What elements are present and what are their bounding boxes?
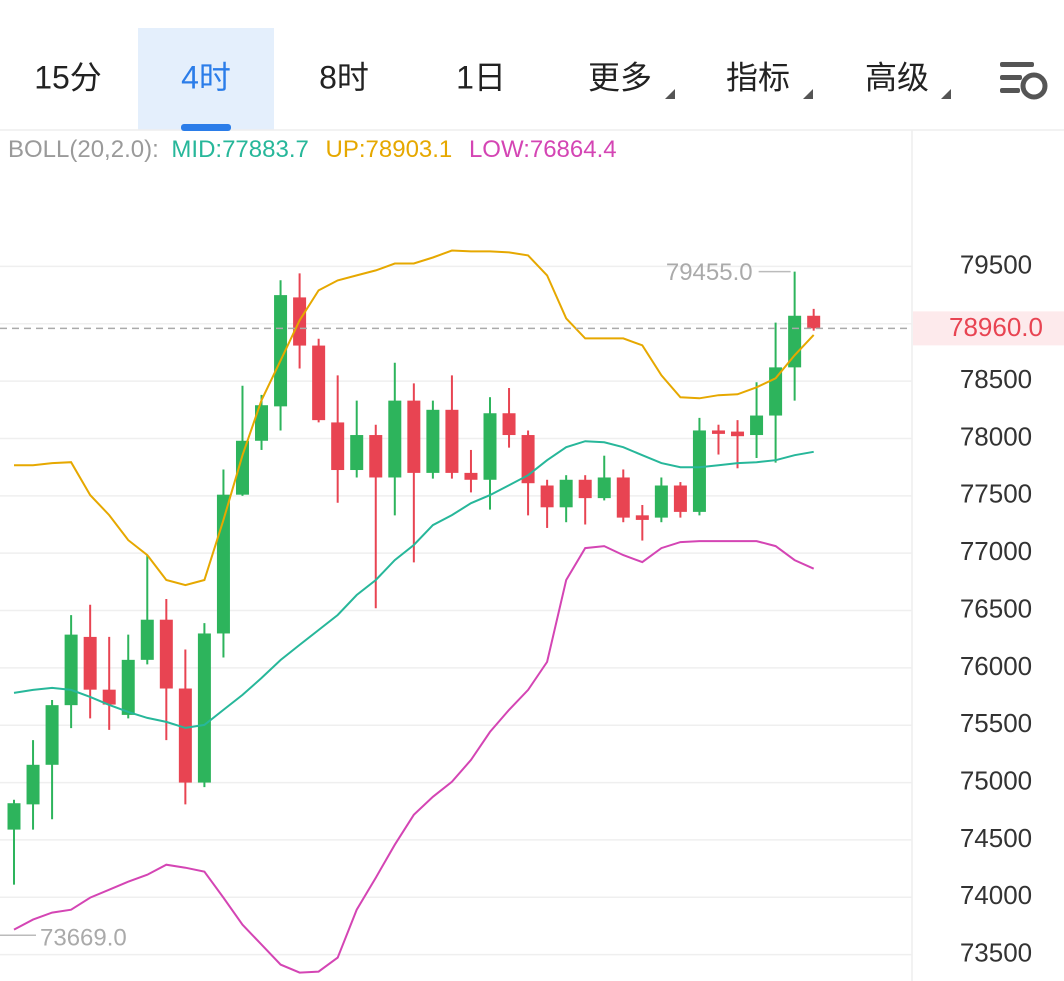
boll-line — [13, 540, 815, 974]
y-tick-label: 77500 — [960, 479, 1032, 509]
candle-body — [597, 477, 611, 499]
tab[interactable]: 指标 — [726, 59, 790, 95]
y-tick-label: 76500 — [960, 593, 1032, 623]
y-tick-label: 75000 — [960, 765, 1032, 795]
indicator-label: BOLL(20,2.0): — [8, 136, 159, 163]
candle-body — [692, 430, 706, 512]
dropdown-caret — [665, 89, 675, 99]
y-tick-label: 78500 — [960, 364, 1032, 394]
candle-body — [197, 633, 211, 783]
candle-body — [178, 688, 192, 783]
tab[interactable]: 8时 — [319, 59, 369, 95]
candle-body — [521, 435, 535, 484]
y-tick-label: 75500 — [960, 708, 1032, 738]
candle-body — [483, 413, 497, 480]
settings-icon[interactable] — [1000, 62, 1048, 100]
candle-body — [26, 764, 40, 805]
y-tick-label: 78000 — [960, 421, 1032, 451]
y-tick-label: 79500 — [960, 249, 1032, 279]
candle-body — [45, 705, 59, 765]
candle-body — [274, 295, 288, 407]
candle-body — [121, 659, 135, 715]
legend-entry: UP:78903.1 — [326, 136, 453, 163]
candle-body — [102, 689, 116, 705]
candle-body — [750, 415, 764, 436]
candle-body — [255, 405, 269, 441]
tab[interactable]: 4时 — [181, 59, 231, 95]
candle-body — [559, 479, 573, 508]
indicator-legend: BOLL(20,2.0): MID:77883.7 UP:78903.1 LOW… — [8, 136, 617, 163]
y-tick-label: 77000 — [960, 536, 1032, 566]
candle-body — [807, 315, 821, 329]
active-tab-indicator — [181, 124, 231, 131]
candle-body — [578, 479, 592, 499]
last-price-label: 78960.0 — [949, 312, 1043, 342]
last-price-badge — [913, 311, 1064, 346]
candle-body — [369, 435, 383, 478]
candle-body — [159, 619, 173, 689]
candle-body — [388, 400, 402, 478]
candle-body — [216, 494, 230, 634]
legend-entry: LOW:76864.4 — [469, 136, 617, 163]
candle-body — [769, 367, 783, 416]
tab[interactable]: 1日 — [456, 59, 506, 95]
active-tab-background — [138, 28, 274, 130]
y-tick-label: 76000 — [960, 651, 1032, 681]
candle-body — [407, 400, 421, 473]
dropdown-caret — [803, 89, 813, 99]
candle-body — [64, 634, 78, 706]
boll-line — [14, 249, 815, 587]
candle-body — [426, 409, 440, 473]
tab[interactable]: 15分 — [34, 59, 102, 95]
candle-body — [731, 431, 745, 437]
y-tick-label: 74500 — [960, 823, 1032, 853]
candle-body — [711, 430, 725, 434]
candle-body — [464, 472, 478, 480]
boll-line — [13, 440, 814, 729]
candle-body — [673, 485, 687, 512]
dropdown-caret — [941, 89, 951, 99]
extreme-label: 73669.0 — [40, 925, 127, 952]
candle-body — [635, 515, 649, 520]
candle-body — [331, 422, 345, 471]
candle-body — [540, 485, 554, 508]
candle-body — [350, 435, 364, 471]
extreme-label: 79455.0 — [666, 259, 753, 286]
candle-body — [654, 485, 668, 518]
candle-body — [235, 440, 249, 495]
candle-body — [312, 345, 326, 421]
tab[interactable]: 更多 — [588, 59, 652, 95]
tab-bar: 15分 4时 8时 1日 更多 指标 高级 — [0, 28, 1064, 131]
candle-body — [83, 636, 97, 690]
y-tick-label: 74000 — [960, 880, 1032, 910]
tab[interactable]: 高级 — [865, 59, 929, 95]
candle-body — [502, 413, 516, 436]
candle-body — [445, 409, 459, 473]
candle-body — [7, 803, 21, 830]
candle-body — [140, 619, 154, 660]
y-tick-label: 73500 — [960, 937, 1032, 967]
legend-entry: MID:77883.7 — [171, 136, 308, 163]
candle-body — [616, 477, 630, 518]
